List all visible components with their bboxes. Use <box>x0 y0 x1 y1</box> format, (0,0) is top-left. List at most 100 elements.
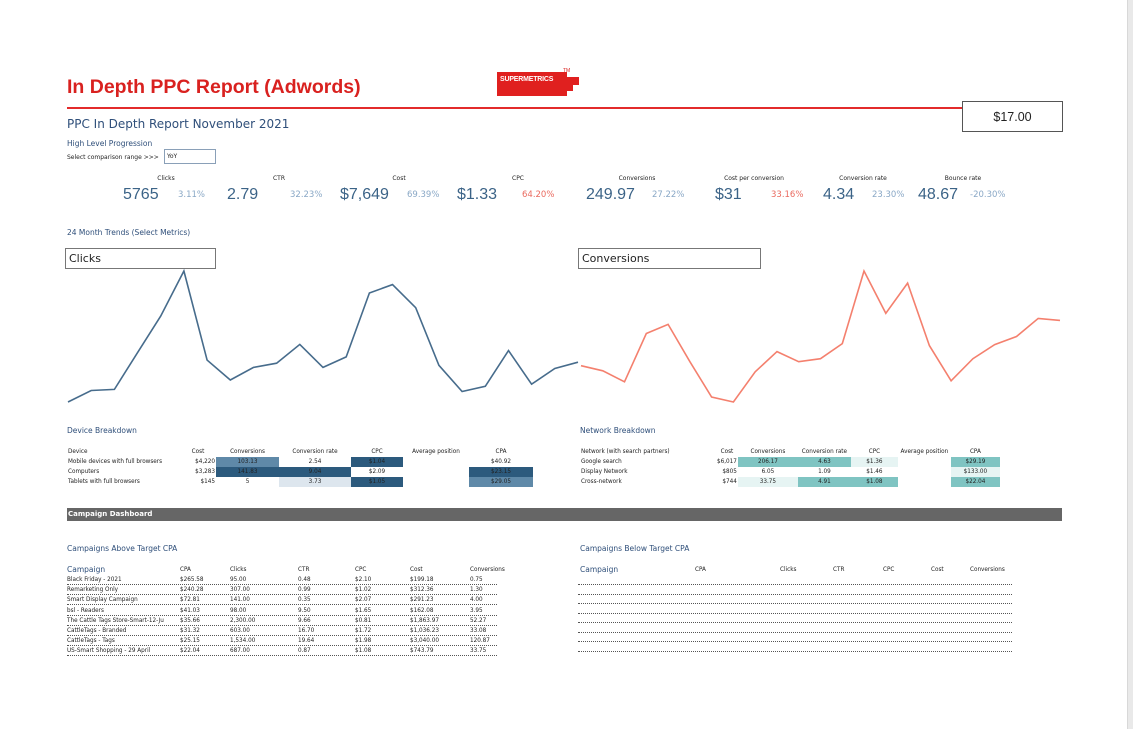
campaign-row[interactable]: The Cattle Tags Store-Smart-12-Ju $35.66 2… <box>67 617 497 626</box>
left-metric-select[interactable]: Clicks <box>65 248 216 269</box>
campaign-value: 141.00 <box>230 597 250 604</box>
device-cell-pos <box>403 457 469 467</box>
below-header-3: CTR <box>833 567 845 573</box>
campaign-row[interactable]: Black Friday - 2021 $265.58 95.00 0.48 $2.10… <box>67 576 497 585</box>
campaign-row[interactable]: bsl - Readers $41.03 98.00 9.50 $1.65 $162.08… <box>67 607 497 616</box>
campaign-value: $2.07 <box>355 597 372 604</box>
budget-value[interactable]: $17.00 <box>962 101 1063 132</box>
campaign-row[interactable]: CattleTags - Tags $25.15 1,534.00 19.64 $1.9… <box>67 637 497 647</box>
metric-label-6: Conversion rate <box>839 175 887 182</box>
campaign-name: bsl - Readers <box>67 607 104 614</box>
metric-change-3: 64.20% <box>522 190 555 200</box>
network-cell-cpc: $1.36 <box>850 457 898 467</box>
below-header-0: Campaign <box>580 565 619 574</box>
device-header-6: CPA <box>495 449 507 455</box>
campaign-value: $1.98 <box>355 638 372 645</box>
campaign-value: $22.04 <box>180 648 200 655</box>
device-cell-conversions: 103.13 <box>216 457 279 467</box>
metric-change-7: -20.30% <box>970 190 1006 200</box>
network-cell-rate: 1.09 <box>818 469 831 475</box>
network-row: Display Network $805 6.05 1.09 $1.46 $133.00 <box>580 467 1000 477</box>
device-header-3: Conversion rate <box>292 449 338 455</box>
network-cell-rate: 4.63 <box>797 457 851 467</box>
campaign-value: 4.00 <box>470 597 483 604</box>
campaign-value: $162.08 <box>410 607 434 614</box>
device-cell-conversions: 141.83 <box>216 467 279 477</box>
campaign-value: $743.79 <box>410 648 434 655</box>
network-header-3: Conversion rate <box>801 449 848 455</box>
network-cell-conversions: 33.75 <box>737 477 798 487</box>
title-divider <box>67 107 1062 109</box>
campaign-row[interactable]: Remarketing Only $240.28 307.00 0.99 $1.02 $3… <box>67 586 497 596</box>
metric-label-1: CTR <box>272 175 286 182</box>
network-header-5: Average position <box>900 449 949 455</box>
progression-label: High Level Progression <box>67 139 153 148</box>
metric-value-7: 48.67 <box>918 186 959 203</box>
campaign-value: $1.65 <box>355 607 372 614</box>
device-cell-rate: 2.54 <box>308 459 322 465</box>
metric-label-3: CPC <box>512 175 524 182</box>
campaign-value: $1.72 <box>355 628 372 634</box>
campaign-value: 19.64 <box>298 638 315 645</box>
metric-change-4: 27.22% <box>652 190 685 200</box>
campaign-value: 1,534.00 <box>230 638 256 645</box>
network-cell-pos <box>898 467 951 477</box>
network-header-2: Conversions <box>750 449 786 455</box>
campaign-value: 16.70 <box>298 628 315 634</box>
campaign-name: The Cattle Tags Store-Smart-12-Ju <box>67 617 164 624</box>
campaign-value: 687.00 <box>230 648 250 655</box>
campaign-value: $1.02 <box>355 587 372 594</box>
device-cell-pos <box>403 477 469 487</box>
campaign-value: 33.08 <box>470 628 487 634</box>
trends-label: 24 Month Trends (Select Metrics) <box>67 228 191 237</box>
device-cell-cpc: $1.05 <box>351 477 403 487</box>
campaign-value: $291.23 <box>410 597 434 604</box>
metric-change-2: 69.39% <box>407 190 440 200</box>
campaign-row[interactable]: US-Smart Shopping - 29 April $22.04 687.00… <box>67 647 497 657</box>
campaign-row[interactable]: Smart Display Campaign $72.81 141.00 0.35 $2… <box>67 596 497 606</box>
device-row: Tablets with full browsers $145 5 3.73 $1.05… <box>67 477 533 487</box>
network-cell-cpc: $1.46 <box>866 469 883 475</box>
campaign-name: US-Smart Shopping - 29 April <box>67 648 151 655</box>
device-cell-cost: $4,220 <box>195 459 215 465</box>
network-cell-pos <box>898 477 951 487</box>
above-header-5: Cost <box>410 567 423 573</box>
above-header-2: Clicks <box>230 567 247 573</box>
metric-change-5: 33.16% <box>771 190 804 200</box>
network-cell-cpa: $29.19 <box>950 457 1000 467</box>
network-cell-cost: $805 <box>722 469 737 475</box>
device-breakdown-grid: Device Cost Conversions Conversion rate CPC A… <box>67 447 533 487</box>
above-header-6: Conversions <box>470 567 505 573</box>
compare-range-select[interactable]: YoY <box>164 149 216 164</box>
metric-label-5: Cost per conversion <box>724 175 784 182</box>
campaign-value: 0.75 <box>470 577 483 583</box>
campaign-value: 0.87 <box>298 648 311 655</box>
below-header-4: CPC <box>883 567 895 573</box>
campaign-value: $1,036.23 <box>410 628 439 634</box>
campaign-dashboard-header: Campaign Dashboard <box>67 508 1062 521</box>
campaign-value: 0.48 <box>298 577 311 583</box>
report-subtitle: PPC In Depth Report November 2021 <box>67 117 290 131</box>
vertical-scrollbar[interactable] <box>1127 0 1133 729</box>
clicks-trend-line <box>67 268 579 403</box>
metric-value-5: $31 <box>715 186 742 203</box>
campaign-value: $1,863.97 <box>410 617 439 624</box>
network-cell-network: Cross-network <box>581 479 622 485</box>
device-cell-cost: $145 <box>200 479 215 485</box>
device-header-4: CPC <box>371 449 383 455</box>
right-metric-select[interactable]: Conversions <box>578 248 761 269</box>
network-breakdown-label: Network Breakdown <box>580 426 656 435</box>
network-cell-cost: $744 <box>722 479 737 485</box>
metric-label-0: Clicks <box>157 175 175 182</box>
device-row: Computers $3,283 141.83 9.04 $2.09 $23.15 <box>67 467 533 477</box>
device-header-2: Conversions <box>230 449 265 455</box>
campaign-row[interactable]: CattleTags - Branded $31.32 603.00 16.70 $1.… <box>67 627 497 636</box>
network-header-4: CPC <box>868 449 881 455</box>
campaign-value: $240.28 <box>180 587 204 594</box>
device-cell-conversions: 5 <box>245 479 250 485</box>
campaign-value: 0.99 <box>298 587 311 594</box>
conversions-trend-line <box>580 268 1061 403</box>
campaign-value: $72.81 <box>180 597 200 604</box>
campaign-value: 0.35 <box>298 597 311 604</box>
logo-trademark: TM <box>563 68 571 74</box>
